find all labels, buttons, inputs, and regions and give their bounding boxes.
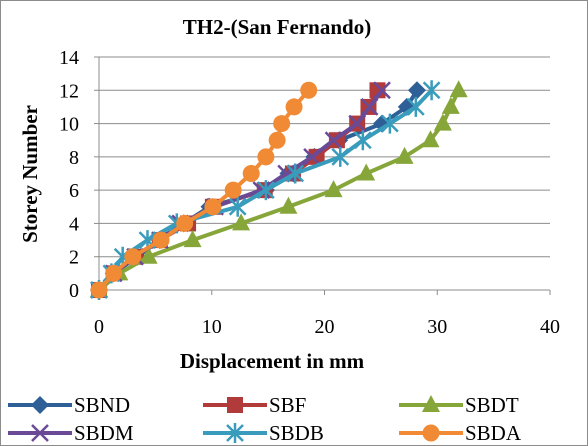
axes (94, 56, 551, 295)
point-sbdb-5 (228, 196, 247, 217)
point-sbdm-10 (348, 114, 367, 133)
tick-labels: 0 10 20 30 40 0 2 4 6 8 10 12 14 (59, 47, 560, 338)
legend-item-sbdt: SBDT (399, 393, 519, 417)
y-tick-label-3: 6 (69, 180, 79, 202)
y-tick-label-7: 14 (59, 47, 79, 69)
legend-label-sbnd: SBND (74, 393, 130, 417)
legend-item-sbdb: SBDB (203, 421, 324, 445)
point-sbdb-11 (406, 96, 425, 117)
point-sbda-8 (257, 148, 275, 166)
point-sbdt-5 (279, 196, 298, 214)
legend-marker-sbdb (226, 423, 244, 443)
point-sbdt-8 (395, 146, 414, 164)
legend-marker-sbdt (422, 395, 440, 412)
legend-label-sbdm: SBDM (74, 421, 134, 445)
point-sbdt-4 (232, 213, 251, 231)
x-axis-title: Displacement in mm (180, 349, 365, 373)
y-tick-label-6: 12 (59, 80, 79, 102)
point-sbda-2 (124, 248, 142, 266)
point-sbda-10 (273, 115, 291, 133)
point-sbda-1 (105, 264, 123, 282)
point-sbda-11 (285, 98, 303, 116)
x-tick-label-0: 0 (94, 316, 104, 338)
x-tick-label-2: 20 (315, 316, 335, 338)
point-sbdb-12 (422, 80, 441, 101)
x-tick-label-1: 10 (202, 316, 222, 338)
point-sbda-9 (268, 131, 286, 149)
point-sbdt-12 (449, 80, 468, 98)
legend-marker-sbda (422, 424, 440, 442)
x-tick-label-4: 40 (540, 316, 560, 338)
point-sbdm-8 (303, 147, 321, 166)
legend-label-sbf: SBF (269, 393, 306, 417)
legend-item-sbnd: SBND (8, 393, 130, 417)
legend-marker-sbf (227, 397, 243, 413)
legend-label-sbda: SBDA (465, 421, 522, 445)
point-sbdm-12 (373, 81, 391, 100)
legend-marker-sbnd (31, 396, 49, 414)
point-sbda-3 (152, 231, 170, 249)
series-sbdt (90, 80, 468, 297)
x-tick-label-3: 30 (427, 316, 447, 338)
point-sbdb-7 (286, 163, 305, 184)
legend-marker-sbdm (31, 424, 49, 442)
point-sbda-0 (90, 281, 108, 299)
y-tick-label-2: 4 (69, 213, 79, 235)
point-sbda-12 (300, 81, 318, 99)
legend-item-sbdm: SBDM (8, 421, 134, 445)
legend-item-sbf: SBF (203, 393, 306, 417)
point-sbf-8 (308, 148, 325, 165)
point-sbdm-9 (324, 131, 343, 150)
point-sbdb-8 (331, 146, 350, 167)
point-sbnd-12 (407, 81, 426, 100)
chart-title: TH2-(San Fernando) (183, 15, 371, 39)
point-sbdb-6 (256, 180, 275, 201)
legend-item-sbda: SBDA (399, 421, 522, 445)
y-tick-label-4: 8 (69, 147, 79, 169)
point-sbdt-11 (441, 96, 460, 114)
point-sbdb-10 (381, 113, 399, 134)
legend: SBND SBF SBDT SBDM SBDB SBDA (8, 393, 522, 445)
legend-label-sbdb: SBDB (269, 421, 324, 445)
series-layer (90, 80, 468, 300)
point-sbdt-3 (183, 230, 202, 248)
y-tick-label-0: 0 (69, 280, 79, 302)
series-sbda (90, 81, 318, 299)
point-sbda-6 (224, 181, 242, 199)
point-sbdt-9 (421, 130, 440, 148)
point-sbda-5 (204, 198, 222, 216)
y-axis-title: Storey Number (18, 105, 42, 243)
y-tick-label-5: 10 (59, 114, 79, 136)
legend-label-sbdt: SBDT (465, 393, 519, 417)
point-sbdm-11 (360, 98, 379, 116)
y-tick-label-1: 2 (69, 247, 79, 269)
point-sbdt-7 (357, 163, 376, 181)
point-sbdt-10 (433, 113, 452, 131)
point-sbda-4 (176, 214, 194, 232)
point-sbdt-2 (139, 246, 158, 264)
point-sbdb-9 (353, 130, 372, 151)
point-sbdt-6 (324, 180, 343, 198)
point-sbda-7 (242, 165, 260, 182)
